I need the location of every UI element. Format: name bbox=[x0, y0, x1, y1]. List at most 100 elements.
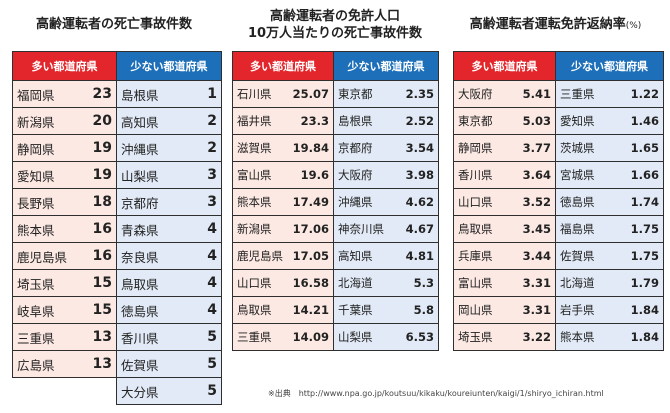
panel3-table: 多い都道府県 少ない都道府県 大阪府 5.41 三重県 1.22 東京都 5.03 愛知県 1… bbox=[453, 51, 664, 351]
high-prefecture-cell: 熊本県 17.49 bbox=[232, 188, 334, 216]
prefecture-value: 19.84 bbox=[292, 141, 329, 155]
table-row: 福岡県 23 島根県 1 bbox=[12, 80, 222, 108]
prefecture-name: 福島県 bbox=[560, 222, 595, 236]
table-row: 大分県 5 bbox=[12, 377, 222, 405]
prefecture-name: 高知県 bbox=[338, 249, 373, 263]
table-row: 東京都 5.03 愛知県 1.46 bbox=[453, 107, 664, 135]
low-prefecture-cell: 鳥取県 4 bbox=[116, 269, 222, 297]
prefecture-name: 佐賀県 bbox=[560, 249, 595, 263]
prefecture-name: 三重県 bbox=[560, 87, 595, 101]
prefecture-name: 沖縄県 bbox=[338, 195, 373, 209]
prefecture-value: 13 bbox=[92, 329, 112, 345]
table-row: 鳥取県 14.21 千葉県 5.8 bbox=[232, 296, 439, 324]
prefecture-value: 4.81 bbox=[405, 249, 434, 263]
high-prefecture-cell: 富山県 3.31 bbox=[453, 269, 556, 297]
prefecture-value: 3.31 bbox=[522, 303, 551, 317]
prefecture-name: 香川県 bbox=[458, 168, 493, 182]
panel3-title-text: 高齢運転者運転免許返納率 bbox=[469, 17, 626, 32]
panel2-title-line1: 高齢運転者の免許人口 bbox=[269, 9, 400, 24]
prefecture-value: 4.62 bbox=[405, 195, 434, 209]
prefecture-value: 2.35 bbox=[405, 87, 434, 101]
prefecture-value: 5 bbox=[207, 383, 217, 399]
prefecture-name: 沖縄県 bbox=[121, 141, 159, 157]
prefecture-value: 5.41 bbox=[522, 87, 551, 101]
prefecture-value: 3.31 bbox=[522, 276, 551, 290]
panel2-left-header: 多い都道府県 bbox=[232, 51, 334, 81]
empty-cell bbox=[12, 377, 117, 405]
table-row: 鹿児島県 16 奈良県 4 bbox=[12, 242, 222, 270]
prefecture-name: 岐阜県 bbox=[17, 303, 55, 319]
table-row: 香川県 3.64 宮城県 1.66 bbox=[453, 161, 664, 189]
high-prefecture-cell: 鳥取県 14.21 bbox=[232, 296, 334, 324]
prefecture-value: 1.74 bbox=[630, 195, 659, 209]
low-prefecture-cell: 東京都 2.35 bbox=[333, 80, 439, 108]
prefecture-name: 奈良県 bbox=[121, 249, 159, 265]
prefecture-value: 4.67 bbox=[405, 222, 434, 236]
prefecture-name: 埼玉県 bbox=[17, 276, 55, 292]
prefecture-name: 佐賀県 bbox=[121, 357, 159, 373]
source-note: ※出典 http://www.npa.go.jp/koutsuu/kikaku/… bbox=[268, 389, 604, 398]
prefecture-value: 3.52 bbox=[522, 195, 551, 209]
high-prefecture-cell: 長野県 18 bbox=[12, 188, 117, 216]
prefecture-name: 滋賀県 bbox=[237, 141, 272, 155]
prefecture-value: 18 bbox=[92, 194, 112, 210]
table-row: 福井県 23.3 島根県 2.52 bbox=[232, 107, 439, 135]
low-prefecture-cell: 佐賀県 5 bbox=[116, 350, 222, 378]
prefecture-name: 千葉県 bbox=[338, 303, 373, 317]
panel1-right-header: 少ない都道府県 bbox=[116, 51, 222, 81]
prefecture-name: 高知県 bbox=[121, 114, 159, 130]
prefecture-value: 1.75 bbox=[630, 222, 659, 236]
prefecture-value: 1.65 bbox=[630, 141, 659, 155]
prefecture-name: 北海道 bbox=[338, 276, 373, 290]
prefecture-name: 香川県 bbox=[121, 330, 159, 346]
prefecture-value: 4 bbox=[207, 302, 217, 318]
prefecture-name: 大阪府 bbox=[458, 87, 493, 101]
prefecture-value: 15 bbox=[92, 302, 112, 318]
panel1-title: 高齢運転者の死亡事故件数 bbox=[35, 17, 192, 32]
low-prefecture-cell: 茨城県 1.65 bbox=[555, 134, 664, 162]
low-prefecture-cell: 佐賀県 1.75 bbox=[555, 242, 664, 270]
prefecture-name: 新潟県 bbox=[237, 222, 272, 236]
low-prefecture-cell: 愛知県 1.46 bbox=[555, 107, 664, 135]
low-prefecture-cell: 神奈川県 4.67 bbox=[333, 215, 439, 243]
high-prefecture-cell: 富山県 19.6 bbox=[232, 161, 334, 189]
high-prefecture-cell: 三重県 14.09 bbox=[232, 323, 334, 351]
prefecture-value: 16 bbox=[92, 221, 112, 237]
high-prefecture-cell: 岡山県 3.31 bbox=[453, 296, 556, 324]
low-prefecture-cell: 香川県 5 bbox=[116, 323, 222, 351]
panel2-table: 多い都道府県 少ない都道府県 石川県 25.07 東京都 2.35 福井県 23.3 島根県… bbox=[232, 51, 439, 351]
high-prefecture-cell: 愛知県 19 bbox=[12, 161, 117, 189]
prefecture-value: 13 bbox=[92, 356, 112, 372]
prefecture-value: 4 bbox=[207, 221, 217, 237]
high-prefecture-cell: 滋賀県 19.84 bbox=[232, 134, 334, 162]
prefecture-name: 広島県 bbox=[17, 357, 55, 373]
prefecture-name: 神奈川県 bbox=[338, 222, 384, 236]
table-row: 富山県 3.31 北海道 1.79 bbox=[453, 269, 664, 297]
low-prefecture-cell: 宮城県 1.66 bbox=[555, 161, 664, 189]
prefecture-value: 3 bbox=[207, 194, 217, 210]
high-prefecture-cell: 福岡県 23 bbox=[12, 80, 117, 108]
prefecture-value: 15 bbox=[92, 275, 112, 291]
prefecture-name: 福井県 bbox=[237, 114, 272, 128]
high-prefecture-cell: 広島県 13 bbox=[12, 350, 117, 378]
prefecture-name: 愛知県 bbox=[560, 114, 595, 128]
prefecture-name: 鳥取県 bbox=[237, 303, 272, 317]
low-prefecture-cell: 三重県 1.22 bbox=[555, 80, 664, 108]
prefecture-name: 愛知県 bbox=[17, 168, 55, 184]
high-prefecture-cell: 福井県 23.3 bbox=[232, 107, 334, 135]
low-prefecture-cell: 熊本県 1.84 bbox=[555, 323, 664, 351]
prefecture-value: 3.44 bbox=[522, 249, 551, 263]
prefecture-name: 山梨県 bbox=[121, 168, 159, 184]
high-prefecture-cell: 山口県 16.58 bbox=[232, 269, 334, 297]
prefecture-value: 14.09 bbox=[292, 330, 329, 344]
high-prefecture-cell: 山口県 3.52 bbox=[453, 188, 556, 216]
prefecture-value: 16.58 bbox=[292, 276, 329, 290]
prefecture-value: 1 bbox=[207, 86, 217, 102]
prefecture-value: 3.64 bbox=[522, 168, 551, 182]
prefecture-name: 京都府 bbox=[338, 141, 373, 155]
high-prefecture-cell: 三重県 13 bbox=[12, 323, 117, 351]
prefecture-value: 19 bbox=[92, 140, 112, 156]
prefecture-value: 3.22 bbox=[522, 330, 551, 344]
table-row: 大阪府 5.41 三重県 1.22 bbox=[453, 80, 664, 108]
prefecture-value: 1.79 bbox=[630, 276, 659, 290]
